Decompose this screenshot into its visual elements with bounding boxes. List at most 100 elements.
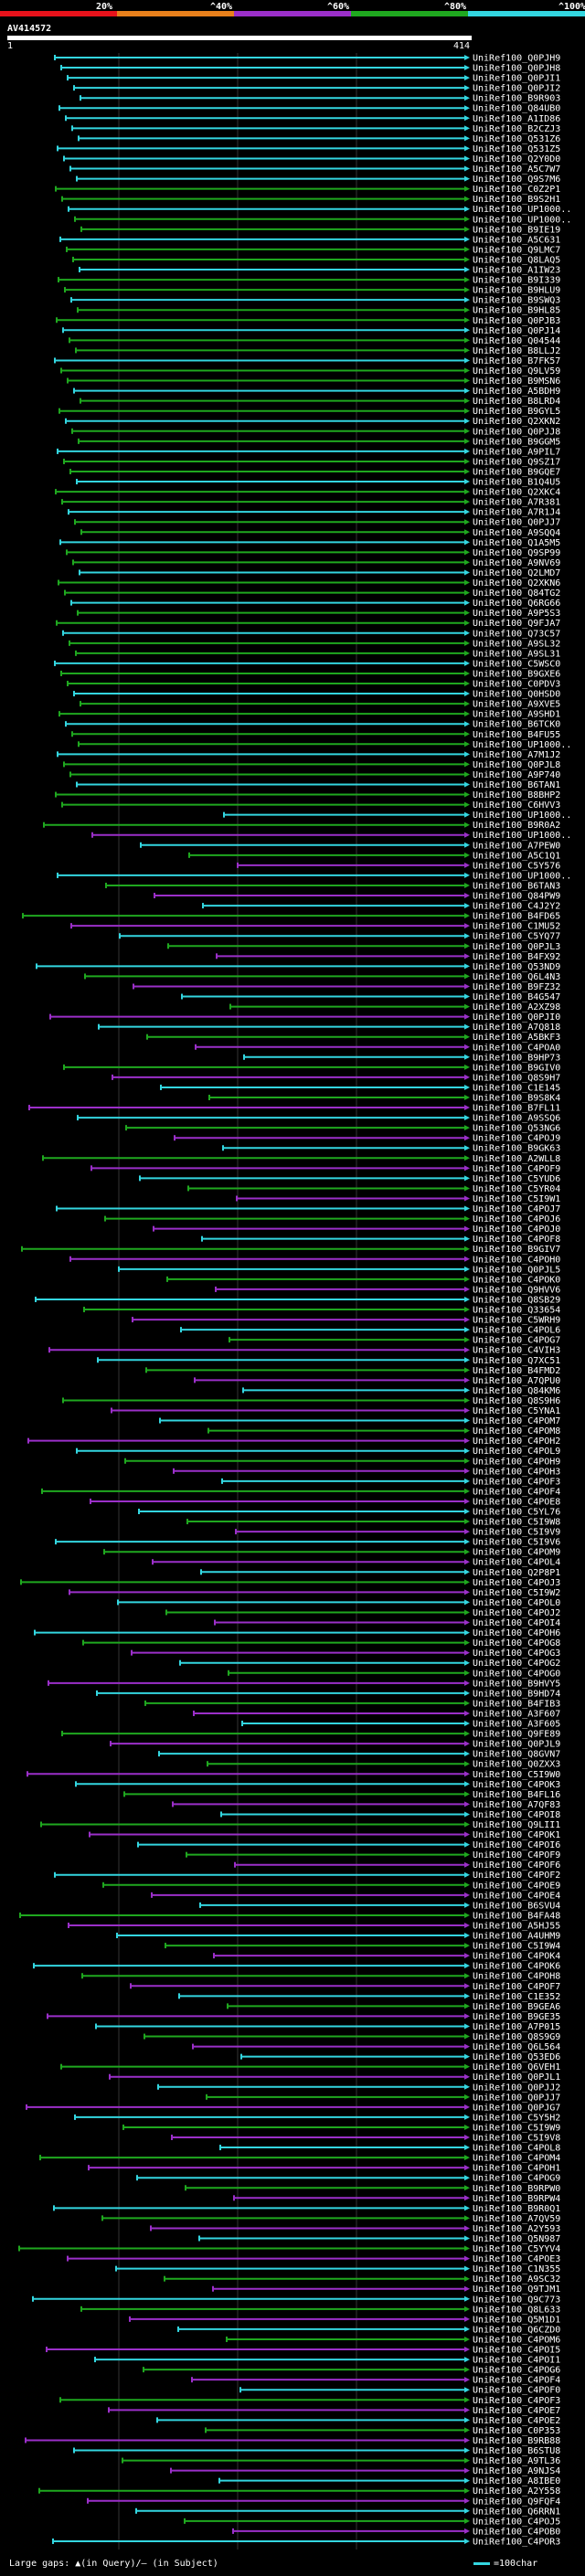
hit-label[interactable]: UniRef100_A7QPU0 xyxy=(473,1376,560,1386)
hit-label[interactable]: UniRef100_C4POG0 xyxy=(473,1669,560,1679)
hit-label[interactable]: UniRef100_A9SSQ6 xyxy=(473,1114,560,1124)
hit-label[interactable]: UniRef100_B4FL16 xyxy=(473,1790,560,1800)
hit-label[interactable]: UniRef100_A3F605 xyxy=(473,1720,560,1730)
hit-label[interactable]: UniRef100_B7FL11 xyxy=(473,1104,560,1114)
hit-label[interactable]: UniRef100_A9SL31 xyxy=(473,649,560,659)
hit-label[interactable]: UniRef100_Q0PJH9 xyxy=(473,54,560,64)
hit-label[interactable]: UniRef100_B9S2H1 xyxy=(473,195,560,205)
hit-label[interactable]: UniRef100_A9SL32 xyxy=(473,639,560,649)
hit-label[interactable]: UniRef100_C5Y5H2 xyxy=(473,2113,560,2123)
hit-label[interactable]: UniRef100_C5I9W0 xyxy=(473,1770,560,1780)
hit-label[interactable]: UniRef100_C1N355 xyxy=(473,2264,560,2274)
hit-label[interactable]: UniRef100_A5HJ55 xyxy=(473,1921,560,1931)
hit-label[interactable]: UniRef100_A9NV69 xyxy=(473,558,560,568)
hit-label[interactable]: UniRef100_C4POG9 xyxy=(473,2174,560,2184)
hit-label[interactable]: UniRef100_B8LRD4 xyxy=(473,397,560,407)
hit-label[interactable]: UniRef100_C5Y576 xyxy=(473,861,560,871)
hit-label[interactable]: UniRef100_B4FX92 xyxy=(473,952,560,962)
hit-label[interactable]: UniRef100_Q2Y0D0 xyxy=(473,154,560,164)
hit-label[interactable]: UniRef100_Q0PJL8 xyxy=(473,760,560,770)
hit-label[interactable]: UniRef100_C5YNA1 xyxy=(473,1406,560,1416)
hit-label[interactable]: UniRef100_A9SC32 xyxy=(473,2274,560,2284)
hit-label[interactable]: UniRef100_B4G547 xyxy=(473,992,560,1002)
hit-label[interactable]: UniRef100_B6TCK0 xyxy=(473,720,560,730)
hit-label[interactable]: UniRef100_B9R0A2 xyxy=(473,821,560,831)
hit-label[interactable]: UniRef100_B9FZ32 xyxy=(473,982,560,992)
hit-label[interactable]: UniRef100_B9GQE7 xyxy=(473,467,560,477)
hit-label[interactable]: UniRef100_C4POB0 xyxy=(473,2527,560,2537)
hit-label[interactable]: UniRef100_C4POE2 xyxy=(473,2416,560,2426)
hit-label[interactable]: UniRef100_C4POH8 xyxy=(473,1972,560,1982)
hit-label[interactable]: UniRef100_C4POF9 xyxy=(473,1850,560,1860)
hit-label[interactable]: UniRef100_Q9FJA7 xyxy=(473,619,560,629)
hit-label[interactable]: UniRef100_B9IE19 xyxy=(473,225,560,235)
hit-label[interactable]: UniRef100_Q0PJJ8 xyxy=(473,427,560,437)
hit-label[interactable]: UniRef100_A7P015 xyxy=(473,2022,560,2032)
hit-label[interactable]: UniRef100_C4POE7 xyxy=(473,2406,560,2416)
hit-label[interactable]: UniRef100_Q8SB29 xyxy=(473,1295,560,1305)
hit-label[interactable]: UniRef100_Q0PJJ2 xyxy=(473,2083,560,2093)
hit-label[interactable]: UniRef100_C5YUD6 xyxy=(473,1174,560,1184)
hit-label[interactable]: UniRef100_A8IBE0 xyxy=(473,2476,560,2486)
hit-label[interactable]: UniRef100_Q2XKN6 xyxy=(473,578,560,588)
hit-label[interactable]: UniRef100_Q9C773 xyxy=(473,2295,560,2305)
hit-label[interactable]: UniRef100_UP1000.. xyxy=(473,215,571,225)
hit-label[interactable]: UniRef100_A7QV59 xyxy=(473,2214,560,2224)
hit-label[interactable]: UniRef100_UP1000.. xyxy=(473,811,571,821)
hit-label[interactable]: UniRef100_C4POJ9 xyxy=(473,1134,560,1144)
hit-label[interactable]: UniRef100_C4POM4 xyxy=(473,2154,560,2164)
hit-label[interactable]: UniRef100_C4POM6 xyxy=(473,2335,560,2345)
hit-label[interactable]: UniRef100_B6TAN1 xyxy=(473,780,560,790)
hit-label[interactable]: UniRef100_C4POI5 xyxy=(473,2346,560,2356)
hit-label[interactable]: UniRef100_C0PDV3 xyxy=(473,680,560,690)
hit-label[interactable]: UniRef100_A9SQQ4 xyxy=(473,528,560,538)
hit-label[interactable]: UniRef100_Q0PJI2 xyxy=(473,84,560,94)
hit-label[interactable]: UniRef100_Q84UB0 xyxy=(473,104,560,114)
hit-label[interactable]: UniRef100_Q9LV59 xyxy=(473,366,560,376)
hit-label[interactable]: UniRef100_C4POM8 xyxy=(473,1426,560,1436)
hit-label[interactable]: UniRef100_C4POF0 xyxy=(473,2386,560,2396)
hit-label[interactable]: UniRef100_A7R1J4 xyxy=(473,508,560,518)
hit-label[interactable]: UniRef100_C5I9V6 xyxy=(473,1538,560,1548)
hit-label[interactable]: UniRef100_B4FU55 xyxy=(473,730,560,740)
hit-label[interactable]: UniRef100_B9R903 xyxy=(473,94,560,104)
hit-label[interactable]: UniRef100_C4POA0 xyxy=(473,1043,560,1053)
hit-label[interactable]: UniRef100_C5I9W1 xyxy=(473,1194,560,1204)
hit-label[interactable]: UniRef100_Q53NG6 xyxy=(473,1124,560,1134)
hit-label[interactable]: UniRef100_B9GIV7 xyxy=(473,1245,560,1255)
hit-label[interactable]: UniRef100_B9HD74 xyxy=(473,1689,560,1699)
hit-label[interactable]: UniRef100_C5YYV4 xyxy=(473,2244,560,2254)
hit-label[interactable]: UniRef100_A1ID86 xyxy=(473,114,560,124)
hit-label[interactable]: UniRef100_C4POF4 xyxy=(473,2376,560,2386)
hit-label[interactable]: UniRef100_B4FMD2 xyxy=(473,1366,560,1376)
hit-label[interactable]: UniRef100_B4FD65 xyxy=(473,912,560,922)
hit-label[interactable]: UniRef100_A2XZ98 xyxy=(473,1002,560,1012)
hit-label[interactable]: UniRef100_B4FIB3 xyxy=(473,1699,560,1709)
hit-label[interactable]: UniRef100_B9HVY5 xyxy=(473,1679,560,1689)
hit-label[interactable]: UniRef100_Q53ED6 xyxy=(473,2052,560,2062)
hit-label[interactable]: UniRef100_C4POI8 xyxy=(473,1810,560,1820)
hit-label[interactable]: UniRef100_B9SWQ3 xyxy=(473,296,560,306)
hit-label[interactable]: UniRef100_Q53ND9 xyxy=(473,962,560,972)
hit-label[interactable]: UniRef100_C1MU52 xyxy=(473,922,560,932)
hit-label[interactable]: UniRef100_Q531Z6 xyxy=(473,134,560,144)
hit-label[interactable]: UniRef100_C5YR04 xyxy=(473,1184,560,1194)
hit-label[interactable]: UniRef100_B4FA48 xyxy=(473,1911,560,1921)
hit-label[interactable]: UniRef100_Q6RG66 xyxy=(473,599,560,609)
hit-label[interactable]: UniRef100_UP1000.. xyxy=(473,740,571,750)
hit-label[interactable]: UniRef100_A2Y558 xyxy=(473,2486,560,2496)
hit-label[interactable]: UniRef100_A5C1Q1 xyxy=(473,851,560,861)
hit-label[interactable]: UniRef100_Q2XKC4 xyxy=(473,488,560,498)
hit-label[interactable]: UniRef100_C4POE4 xyxy=(473,1891,560,1901)
hit-label[interactable]: UniRef100_Q7XC51 xyxy=(473,1356,560,1366)
hit-label[interactable]: UniRef100_C5I9W9 xyxy=(473,2123,560,2133)
hit-label[interactable]: UniRef100_A2WLL8 xyxy=(473,1154,560,1164)
hit-label[interactable]: UniRef100_C4POL0 xyxy=(473,1598,560,1608)
hit-label[interactable]: UniRef100_Q0PJJ7 xyxy=(473,2093,560,2103)
hit-label[interactable]: UniRef100_Q0PJG7 xyxy=(473,2103,560,2113)
hit-label[interactable]: UniRef100_C4POG7 xyxy=(473,1336,560,1346)
hit-label[interactable]: UniRef100_C6HVV3 xyxy=(473,800,560,811)
hit-label[interactable]: UniRef100_Q9S7M6 xyxy=(473,175,560,185)
hit-label[interactable]: UniRef100_C4POK4 xyxy=(473,1952,560,1962)
hit-label[interactable]: UniRef100_C4POJ3 xyxy=(473,1578,560,1588)
